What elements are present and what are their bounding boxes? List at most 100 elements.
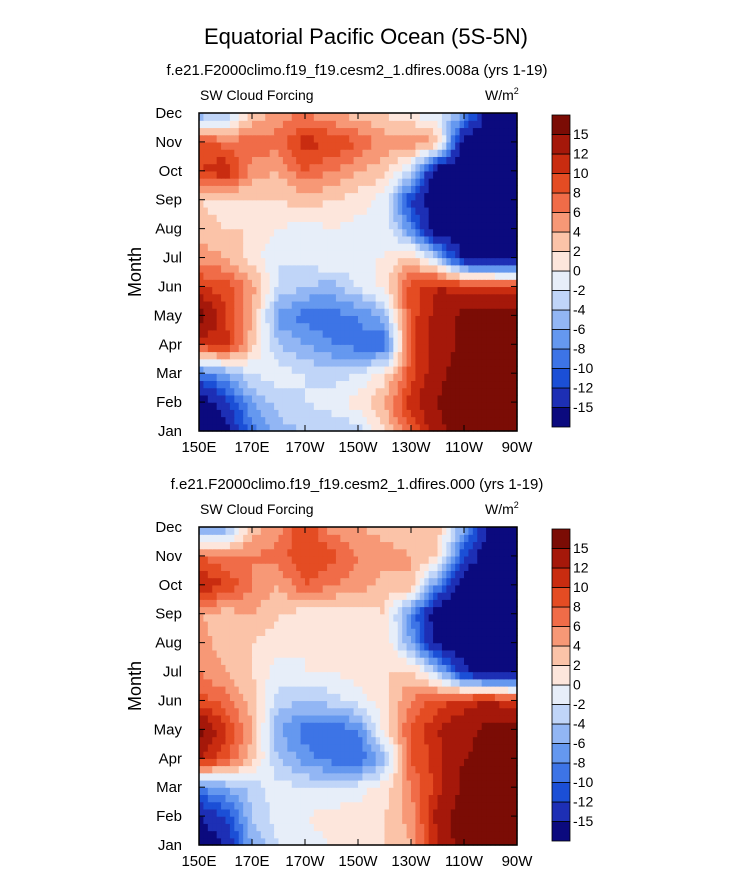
heatmap-cell — [331, 380, 337, 389]
heatmap-cell — [380, 700, 386, 709]
heatmap-cell — [296, 758, 302, 767]
heatmap-cell — [234, 214, 240, 223]
heatmap-cell — [349, 416, 355, 425]
heatmap-cell — [247, 337, 253, 345]
heatmap-cell — [296, 178, 302, 186]
heatmap-cell — [305, 707, 311, 716]
heatmap-cell — [260, 329, 266, 338]
heatmap-cell — [274, 170, 280, 179]
heatmap-cell — [322, 322, 328, 331]
heatmap-cell — [433, 358, 439, 367]
heatmap-cell — [464, 743, 470, 752]
heatmap-cell — [344, 794, 350, 803]
heatmap-cell — [305, 772, 311, 781]
heatmap-cell — [229, 751, 235, 759]
heatmap-cell — [358, 351, 364, 360]
heatmap-cell — [503, 279, 509, 288]
heatmap-cell — [388, 221, 394, 230]
heatmap-cell — [278, 206, 284, 215]
heatmap-cell — [309, 127, 315, 136]
heatmap-cell — [331, 141, 337, 150]
heatmap-cell — [371, 163, 377, 172]
heatmap-cell — [393, 787, 399, 796]
heatmap-cell — [340, 163, 346, 172]
heatmap-cell — [331, 765, 337, 774]
heatmap-cell — [207, 228, 213, 237]
heatmap-cell — [375, 801, 381, 810]
heatmap-cell — [366, 787, 372, 796]
heatmap-cell — [247, 714, 253, 723]
heatmap-cell — [393, 156, 399, 165]
heatmap-cell — [260, 214, 266, 223]
heatmap-cell — [380, 387, 386, 396]
heatmap-cell — [278, 714, 284, 723]
heatmap-cell — [287, 344, 293, 353]
heatmap-cell — [512, 409, 518, 418]
heatmap-cell — [229, 808, 235, 817]
heatmap-cell — [384, 272, 390, 280]
heatmap-cell — [212, 127, 218, 136]
heatmap-cell — [490, 286, 496, 295]
heatmap-cell — [380, 722, 386, 730]
heatmap-cell — [508, 700, 514, 709]
heatmap-cell — [490, 380, 496, 389]
heatmap-cell — [494, 192, 500, 201]
heatmap-cell — [335, 243, 341, 251]
heatmap-cell — [287, 156, 293, 165]
heatmap-cell — [499, 127, 505, 136]
heatmap-cell — [424, 113, 430, 121]
heatmap-cell — [256, 228, 262, 237]
heatmap-cell — [393, 293, 399, 302]
heatmap-cell — [225, 722, 231, 730]
heatmap-cell — [402, 214, 408, 223]
heatmap-cell — [397, 678, 403, 687]
heatmap-cell — [260, 120, 266, 129]
heatmap-cell — [238, 808, 244, 817]
heatmap-cell — [340, 358, 346, 367]
heatmap-cell — [406, 250, 412, 259]
heatmap-cell — [450, 228, 456, 237]
heatmap-cell — [238, 700, 244, 709]
heatmap-cell — [380, 830, 386, 839]
heatmap-cell — [486, 700, 492, 709]
heatmap-cell — [362, 387, 368, 396]
heatmap-cell — [459, 707, 465, 716]
heatmap-cell — [287, 765, 293, 774]
heatmap-cell — [428, 801, 434, 810]
heatmap-cell — [481, 351, 487, 360]
heatmap-cell — [499, 365, 505, 374]
heatmap-cell — [296, 257, 302, 266]
heatmap-cell — [481, 787, 487, 796]
heatmap-cell — [397, 214, 403, 223]
heatmap-cell — [318, 221, 324, 230]
heatmap-cell — [402, 257, 408, 266]
heatmap-cell — [313, 729, 319, 738]
heatmap-cell — [499, 178, 505, 186]
heatmap-cell — [353, 293, 359, 302]
heatmap-cell — [229, 351, 235, 360]
heatmap-cell — [477, 686, 483, 694]
heatmap-cell — [216, 394, 222, 403]
heatmap-cell — [256, 787, 262, 796]
heatmap-cell — [291, 816, 297, 824]
heatmap-cell — [335, 337, 341, 345]
heatmap-cell — [225, 729, 231, 738]
colorbar-label: -8 — [573, 341, 586, 357]
heatmap-cell — [477, 293, 483, 302]
heatmap-cell — [256, 700, 262, 709]
heatmap-cell — [508, 199, 514, 208]
heatmap-cell — [441, 221, 447, 230]
heatmap-cell — [305, 293, 311, 302]
heatmap-cell — [388, 758, 394, 767]
heatmap-cell — [464, 358, 470, 367]
heatmap-cell — [362, 394, 368, 403]
heatmap-cell — [349, 250, 355, 259]
heatmap-cell — [406, 293, 412, 302]
heatmap-cell — [238, 156, 244, 165]
heatmap-cell — [415, 801, 421, 810]
heatmap-cell — [472, 837, 478, 846]
heatmap-cell — [406, 257, 412, 266]
heatmap-cell — [269, 823, 275, 832]
heatmap-cell — [322, 206, 328, 215]
heatmap-cell — [384, 823, 390, 832]
